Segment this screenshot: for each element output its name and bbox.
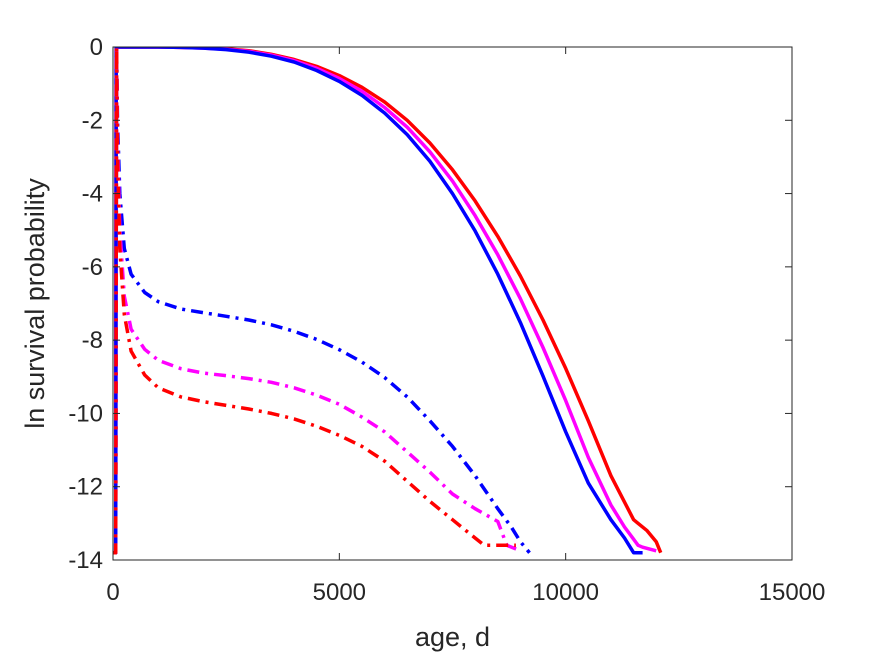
y-tick-label: -6 [82,254,103,281]
x-axis-label: age, d [415,622,490,652]
plot-frame [112,46,793,561]
series-line-6 [113,47,516,555]
y-tick-label: -14 [68,547,103,574]
y-tick-label: 0 [90,34,103,61]
series-line-4 [113,47,531,555]
x-tick-label: 5000 [313,579,366,606]
x-tick-label: 15000 [759,579,826,606]
x-tick-label: 10000 [532,579,599,606]
tick-layer: 0 5000 10000 15000 0 -2 -4 -6 -8 -10 -12 -14 [68,34,825,606]
y-tick-label: -8 [82,327,103,354]
y-tick-label: -10 [68,400,103,427]
x-tick-label: 0 [106,579,119,606]
y-tick-label: -12 [68,474,103,501]
y-tick-label: -4 [82,181,103,208]
y-axis-label: ln survival probability [20,178,50,429]
y-tick-label: -2 [82,107,103,134]
